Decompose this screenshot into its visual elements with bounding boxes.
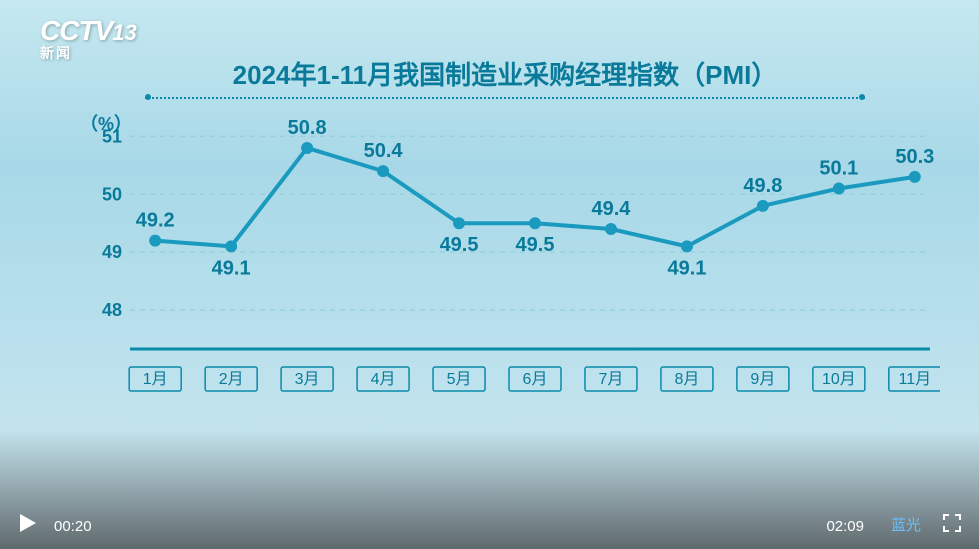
svg-text:50.3: 50.3 [895,146,934,168]
pmi-line-chart: 2024年1-11月我国制造业采购经理指数（PMI） （%） 484950514… [70,55,940,395]
svg-text:48: 48 [102,300,122,320]
play-icon [18,513,38,533]
svg-text:49.4: 49.4 [591,198,631,220]
svg-text:50.4: 50.4 [364,140,404,162]
logo-channel: 13 [112,20,136,45]
svg-text:7月: 7月 [599,371,624,388]
quality-selector[interactable]: 蓝光 [891,514,921,535]
svg-text:49.1: 49.1 [667,257,706,279]
svg-text:50.1: 50.1 [819,157,858,179]
svg-text:50.8: 50.8 [288,117,327,139]
svg-text:49.8: 49.8 [743,175,782,197]
video-player-overlay: 00:20 02:09 蓝光 [0,429,979,549]
svg-text:49.2: 49.2 [136,210,175,232]
svg-text:49.5: 49.5 [440,234,479,256]
svg-text:6月: 6月 [523,371,548,388]
time-total: 02:09 [826,518,864,535]
chart-svg: 4849505149.249.150.850.449.549.549.449.1… [70,109,940,399]
svg-text:9月: 9月 [750,371,775,388]
fullscreen-button[interactable] [943,514,961,537]
svg-text:49.5: 49.5 [516,234,555,256]
fullscreen-icon [943,514,961,532]
play-button[interactable] [18,513,38,539]
svg-text:49.1: 49.1 [212,257,251,279]
svg-text:4月: 4月 [371,371,396,388]
svg-text:49: 49 [102,242,122,262]
svg-text:5月: 5月 [447,371,472,388]
chart-title: 2024年1-11月我国制造业采购经理指数（PMI） [70,55,940,92]
svg-text:1月: 1月 [143,371,168,388]
svg-text:8月: 8月 [674,371,699,388]
svg-text:11月: 11月 [898,371,931,388]
y-axis-unit: （%） [80,110,132,136]
time-current: 00:20 [54,518,92,535]
logo-text: CCTV [40,15,112,46]
svg-text:50: 50 [102,184,122,204]
title-underline [145,97,865,99]
svg-text:3月: 3月 [295,371,320,388]
svg-text:10月: 10月 [822,371,856,388]
svg-text:2月: 2月 [219,371,244,388]
